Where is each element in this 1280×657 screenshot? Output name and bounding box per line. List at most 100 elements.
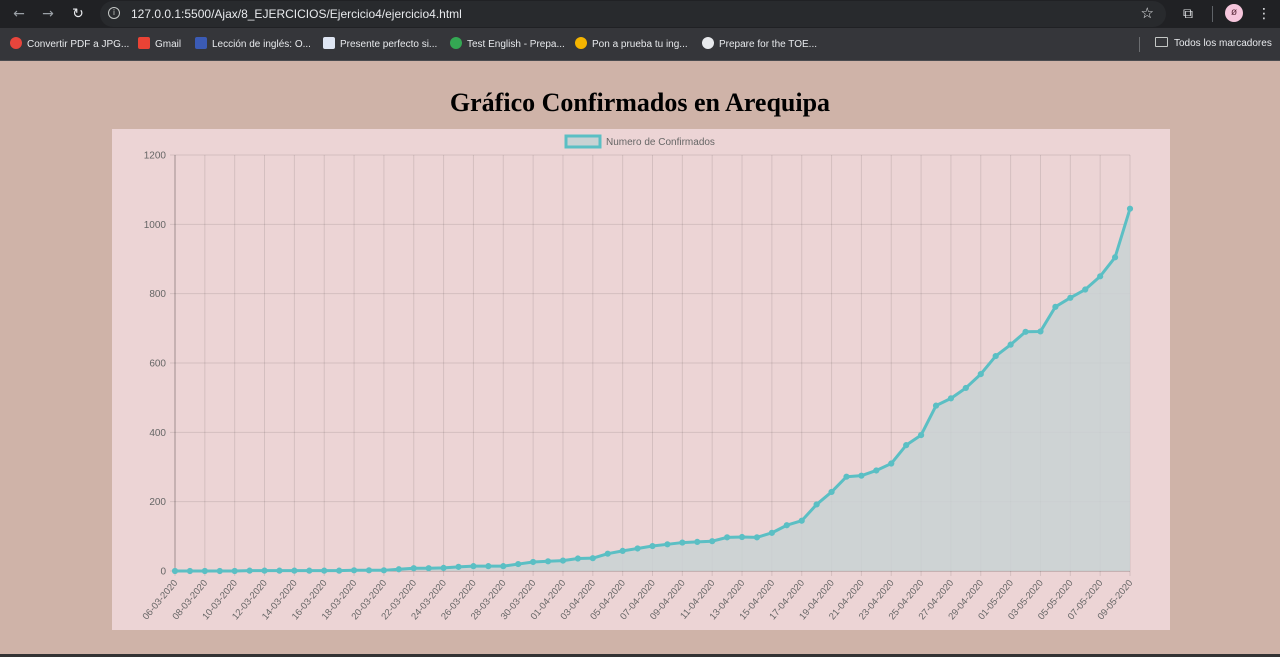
bookmark-convertir-pdf[interactable]: Convertir PDF a JPG... bbox=[10, 37, 129, 53]
site-info-icon[interactable]: i bbox=[108, 7, 120, 19]
data-point bbox=[903, 442, 910, 449]
reload-icon[interactable]: ↻ bbox=[72, 6, 84, 22]
data-point bbox=[858, 472, 865, 479]
data-point bbox=[395, 566, 402, 573]
data-point bbox=[604, 550, 611, 557]
data-point bbox=[664, 541, 671, 548]
data-point bbox=[783, 522, 790, 529]
data-point bbox=[1067, 294, 1074, 301]
data-point bbox=[813, 501, 820, 508]
data-point bbox=[425, 565, 432, 572]
data-point bbox=[246, 567, 253, 574]
data-point bbox=[947, 395, 955, 402]
data-point bbox=[306, 567, 313, 574]
extensions-icon[interactable]: ⧉ bbox=[1183, 6, 1193, 22]
y-tick-label: 200 bbox=[149, 497, 166, 508]
legend-label: Numero de Confirmados bbox=[606, 137, 715, 148]
data-point bbox=[485, 563, 492, 570]
data-point bbox=[694, 538, 701, 545]
data-point bbox=[574, 555, 581, 562]
bookmark-leccion-ingles[interactable]: Lección de inglés: O... bbox=[195, 37, 311, 53]
data-point bbox=[753, 534, 761, 541]
menu-icon[interactable]: ⋮ bbox=[1257, 6, 1271, 22]
y-tick-label: 1200 bbox=[144, 151, 167, 162]
confirmed-cases-chart: 02004006008001000120006-03-202008-03-202… bbox=[141, 134, 1135, 622]
data-point bbox=[828, 488, 835, 496]
data-point bbox=[843, 473, 850, 480]
data-point bbox=[336, 567, 343, 574]
bookmark-presente-perfecto[interactable]: Presente perfecto si... bbox=[323, 37, 437, 53]
data-point bbox=[724, 534, 731, 541]
flag-icon bbox=[195, 37, 207, 49]
data-point bbox=[559, 557, 567, 564]
data-point bbox=[186, 567, 194, 575]
data-point bbox=[1111, 254, 1119, 261]
toolbar-divider bbox=[1212, 6, 1213, 22]
data-point bbox=[738, 533, 746, 541]
data-point bbox=[679, 539, 686, 546]
bookmark-star-icon[interactable]: ☆ bbox=[1140, 4, 1154, 22]
data-point bbox=[216, 567, 223, 575]
bottom-border bbox=[0, 654, 1280, 657]
bookmarks-divider bbox=[1139, 37, 1140, 52]
data-point bbox=[291, 567, 298, 574]
series-area-fill bbox=[175, 208, 1130, 571]
data-point bbox=[231, 567, 238, 575]
back-icon[interactable]: ← bbox=[13, 6, 25, 22]
pdf-icon bbox=[10, 37, 22, 49]
data-point bbox=[380, 567, 388, 574]
data-point bbox=[917, 432, 925, 439]
bookmark-toefl[interactable]: Prepare for the TOE... bbox=[702, 37, 817, 53]
data-point bbox=[888, 460, 895, 467]
data-point bbox=[634, 545, 641, 552]
folder-icon bbox=[1155, 37, 1168, 47]
url-text[interactable]: 127.0.0.1:5500/Ajax/8_EJERCICIOS/Ejercic… bbox=[131, 7, 462, 21]
legend-swatch bbox=[564, 134, 602, 149]
data-point bbox=[410, 565, 417, 572]
browser-toolbar: ← → ↻ i 127.0.0.1:5500/Ajax/8_EJERCICIOS… bbox=[0, 0, 1280, 28]
gmail-icon bbox=[138, 37, 150, 49]
data-point bbox=[515, 560, 522, 568]
y-tick-label: 1000 bbox=[144, 220, 167, 231]
data-point bbox=[798, 517, 805, 524]
data-point bbox=[709, 538, 716, 545]
bookmark-test-english[interactable]: Test English - Prepa... bbox=[450, 37, 565, 53]
data-point bbox=[992, 352, 999, 360]
all-bookmarks-folder[interactable]: Todos los marcadores bbox=[1155, 37, 1272, 53]
data-point bbox=[1007, 341, 1014, 348]
chart-container: 0 200 400 600 800 1000 1200 06-03-2020 08-03-202… bbox=[112, 129, 1170, 630]
check-icon bbox=[450, 37, 462, 49]
data-point bbox=[1037, 328, 1044, 335]
page-icon bbox=[323, 37, 335, 49]
data-point bbox=[544, 558, 552, 565]
sun-icon bbox=[575, 37, 587, 49]
bookmark-gmail[interactable]: Gmail bbox=[138, 37, 181, 53]
data-point bbox=[276, 567, 283, 574]
profile-avatar[interactable]: ø bbox=[1225, 4, 1243, 22]
address-bar[interactable]: i 127.0.0.1:5500/Ajax/8_EJERCICIOS/Ejerc… bbox=[100, 1, 1166, 27]
data-point bbox=[1022, 328, 1029, 335]
y-tick-label: 800 bbox=[149, 289, 166, 300]
forward-icon[interactable]: → bbox=[42, 6, 54, 22]
data-point bbox=[365, 567, 373, 574]
data-point bbox=[171, 567, 179, 575]
data-point bbox=[932, 402, 940, 409]
page-title: Gráfico Confirmados en Arequipa bbox=[449, 88, 831, 117]
bookmark-pon-a-prueba[interactable]: Pon a prueba tu ing... bbox=[575, 37, 688, 53]
bookmarks-bar: Convertir PDF a JPG... Gmail Lección de … bbox=[0, 28, 1280, 61]
data-point bbox=[261, 567, 268, 574]
data-point bbox=[649, 542, 656, 550]
data-point bbox=[1052, 303, 1059, 310]
y-tick-label: 0 bbox=[160, 567, 166, 578]
data-point bbox=[530, 558, 537, 566]
data-point bbox=[500, 563, 507, 570]
data-point bbox=[201, 567, 208, 575]
data-point bbox=[350, 567, 358, 574]
y-tick-label: 600 bbox=[149, 359, 166, 370]
data-point bbox=[873, 467, 880, 474]
y-tick-label: 400 bbox=[149, 428, 166, 439]
data-point bbox=[470, 563, 477, 570]
data-point bbox=[1126, 205, 1134, 212]
data-point bbox=[589, 555, 596, 562]
data-point bbox=[768, 529, 775, 536]
